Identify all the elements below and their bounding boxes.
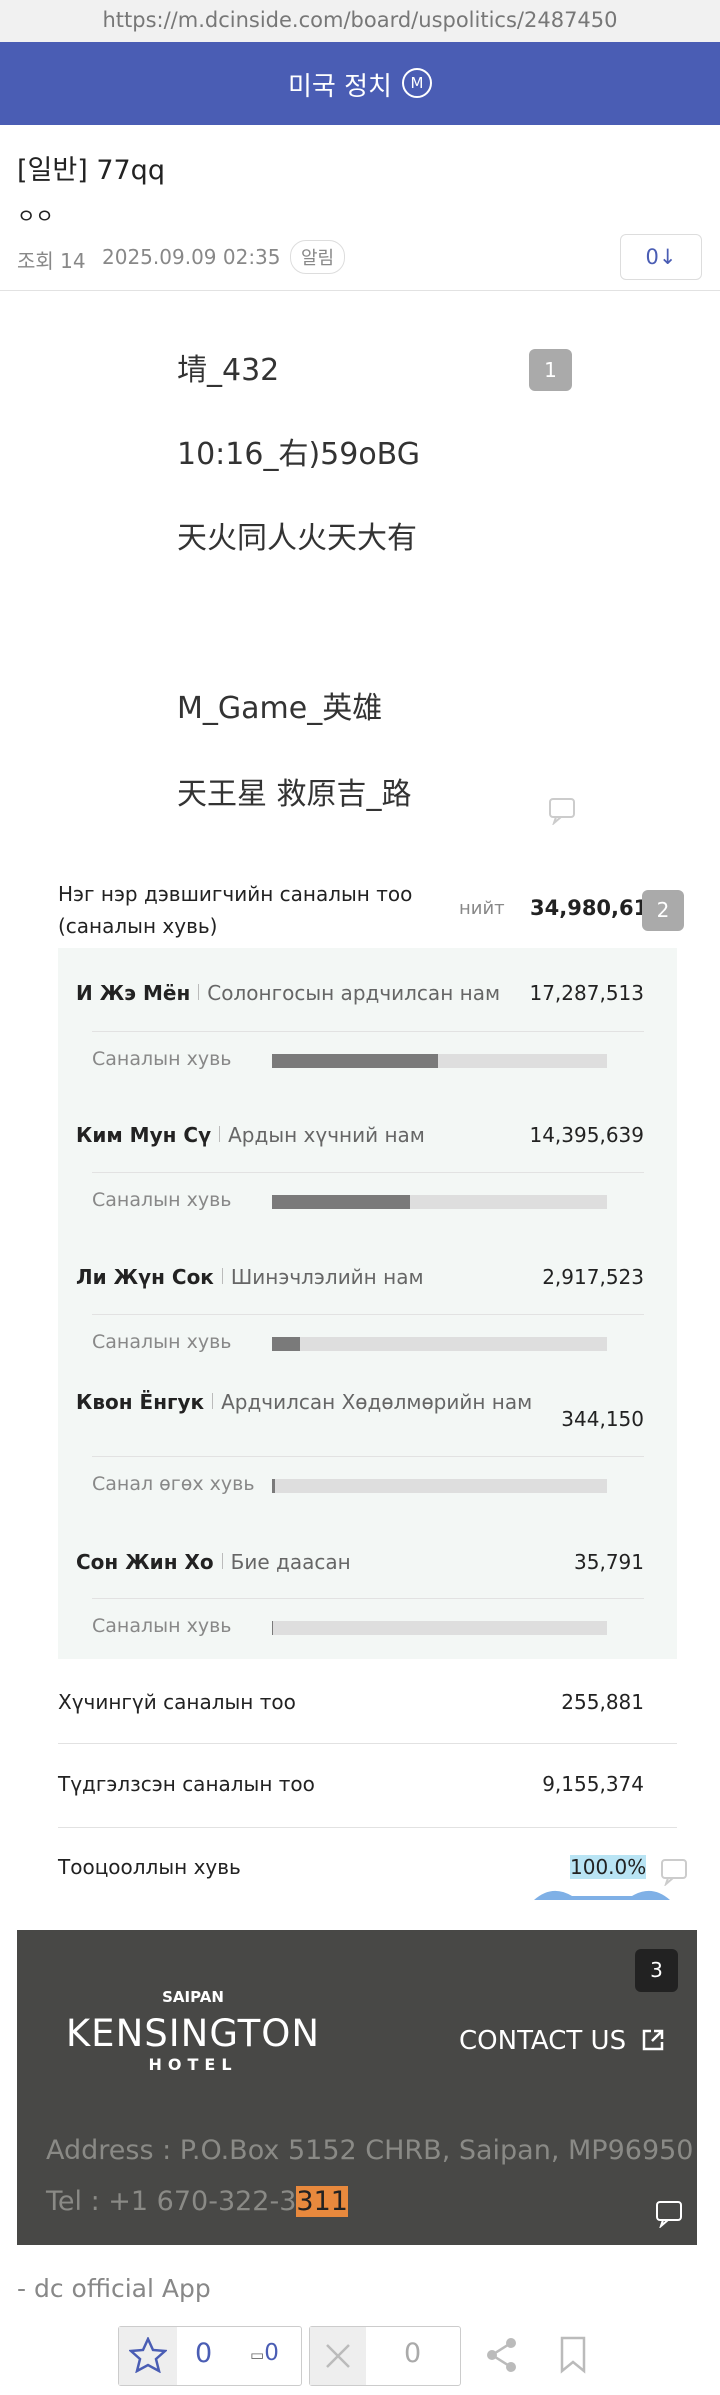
share-bar [272,1479,276,1493]
ad-contact[interactable]: CONTACT US [459,2026,627,2056]
candidate-votes: 2,917,523 [542,1265,644,1289]
candidate-votes: 35,791 [574,1550,644,1574]
signature: - dc official App [17,2274,211,2303]
separator [221,1268,223,1284]
ad-brand-top: SAIPAN [162,1988,224,2006]
ad-banner[interactable] [17,1930,697,2245]
board-badge: M [402,68,432,98]
candidate-party: Ардчилсан Хөдөлмөрийн нам [221,1390,533,1414]
x-icon [326,2344,350,2368]
divider [0,290,720,291]
candidate-votes: 17,287,513 [529,981,644,1005]
share-bar [272,1337,300,1351]
candidate-party: Шинэчлэлийн нам [230,1265,424,1289]
ad-badge: 3 [635,1949,678,1992]
comment-icon[interactable] [548,797,578,825]
comment-count-button[interactable]: 0↓ [620,234,702,280]
decor-arc [534,1890,670,1900]
recommend-fixed-count: ▭0 [250,2340,279,2366]
share-label: Саналын хувь [92,1615,232,1637]
candidate-party: Бие даасан [230,1550,351,1574]
image-line: 埥_432 [177,353,280,388]
separator [92,1031,644,1032]
candidate-votes: 344,150 [561,1407,644,1431]
recommend-fixed-value: 0 [264,2340,279,2366]
share-label: Саналын хувь [92,1331,232,1353]
date: 2025.09.09 02:35 [102,245,281,269]
candidate-name-row: Ли Жүн Сок Шинэчлэлийн нам [76,1261,546,1293]
separator [219,1126,221,1142]
image-line: 10:16_右)59oBG [177,437,420,472]
comment-icon[interactable] [660,1858,690,1886]
external-link-icon [642,2029,664,2051]
board-header [0,42,720,125]
candidate-name-row: И Жэ Мён Солонгосын ардчилсан нам [76,977,546,1009]
ad-brand-bottom: HOTEL [148,2055,238,2074]
share-icon[interactable] [484,2336,520,2374]
count-rate-label: Тооцооллын хувь [58,1855,241,1879]
downvote-button[interactable] [309,2326,461,2386]
board-title[interactable]: 미국 정치 [288,72,392,102]
share-track [272,1479,607,1493]
comment-icon[interactable] [655,2200,685,2228]
candidate-name: Квон Ёнгук [76,1390,205,1414]
count-rate-value: 100.0% [570,1855,647,1879]
candidate-name: И Жэ Мён [76,981,191,1005]
recommend-button[interactable] [118,2326,302,2386]
image-line: 天王星 救原吉_路 [177,777,412,812]
bookmark-icon[interactable] [558,2336,588,2374]
separator [92,1598,644,1599]
ad-address: Address : P.O.Box 5152 CHRB, Saipan, MP9… [46,2135,694,2166]
post-title: [일반] 77qq [17,155,165,186]
candidate-name-row: Ким Мун Сү Ардын хүчний нам [76,1119,546,1151]
author[interactable]: ㅇㅇ [17,204,54,228]
invalid-value: 255,881 [561,1690,644,1714]
separator [212,1393,214,1409]
separator [92,1314,644,1315]
total-votes: 34,980,616 [530,896,663,920]
share-label: Саналын хувь [92,1048,232,1070]
candidate-party: Солонгосын ардчилсан нам [207,981,501,1005]
separator [221,1553,223,1569]
candidate-party: Ардын хүчний нам [228,1123,425,1147]
ad-tel-highlight: 311 [296,2186,348,2217]
separator [198,984,200,1000]
ad-tel: Tel : +1 670-322-3311 [46,2186,348,2217]
share-label: Саналын хувь [92,1189,232,1211]
share-label: Санал өгөх хувь [92,1473,255,1495]
candidate-votes: 14,395,639 [529,1123,644,1147]
share-track [272,1337,607,1351]
candidate-name: Сон Жин Хо [76,1550,214,1574]
divider [58,1743,677,1744]
vote-badge: 2 [642,890,684,931]
candidate-name: Ли Жүн Сок [76,1265,214,1289]
candidate-name-row: Сон Жин Хо Бие даасан [76,1546,546,1578]
downvote-count: 0 [404,2338,422,2369]
image-line: 天火同人火天大有 [177,521,417,556]
candidate-name-row: Квон Ёнгук Ардчилсан Хөдөлмөрийн нам [76,1386,546,1418]
separator [92,1456,644,1457]
share-track [272,1621,607,1635]
invalid-label: Хүчингүй саналын тоо [58,1690,296,1714]
star-icon[interactable] [129,2337,167,2373]
url: https://m.dcinside.com/board/uspolitics/… [102,8,618,32]
share-bar [272,1054,438,1068]
total-label: нийт [459,898,505,919]
ad-brand: KENSINGTON [65,2012,321,2055]
vote-heading: Нэг нэр дэвшигчийн саналын тоо (саналын … [58,882,413,938]
separator [92,1172,644,1173]
candidate-name: Ким Мун Сү [76,1123,212,1147]
url-bar [0,0,720,42]
ad-tel-text: Tel : +1 670-322-3 [46,2186,297,2217]
image-badge: 1 [529,349,572,391]
views: 조회 14 [17,249,86,273]
abstained-value: 9,155,374 [542,1772,644,1796]
image-line: M_Game_英雄 [177,691,383,726]
abstained-label: Түдгэлзсэн саналын тоо [58,1772,315,1796]
alert-button[interactable]: 알림 [290,240,346,274]
recommend-count: 0 [195,2338,213,2369]
share-bar [272,1195,410,1209]
divider [58,1827,677,1828]
